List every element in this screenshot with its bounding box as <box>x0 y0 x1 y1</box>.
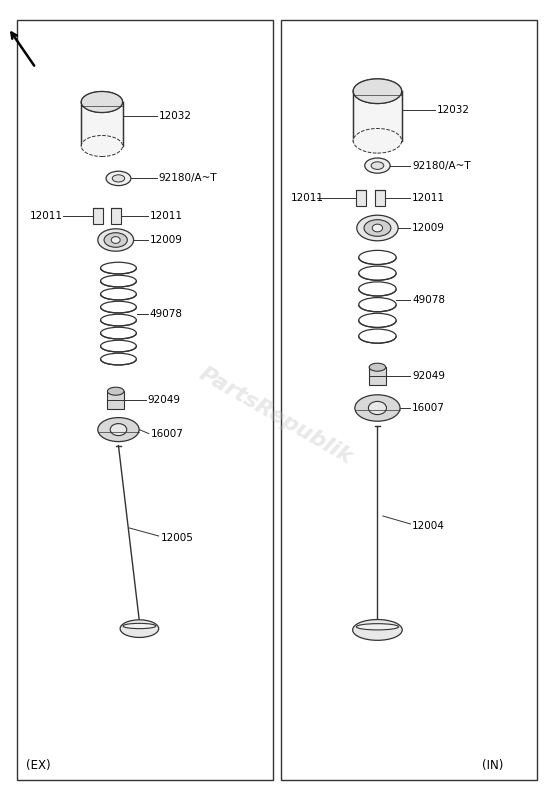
Text: 12011: 12011 <box>412 194 445 203</box>
Ellipse shape <box>106 171 131 186</box>
Ellipse shape <box>353 79 402 103</box>
Text: 92049: 92049 <box>412 371 445 381</box>
Ellipse shape <box>357 215 398 241</box>
Ellipse shape <box>111 237 120 243</box>
Ellipse shape <box>353 129 402 153</box>
FancyBboxPatch shape <box>107 391 124 409</box>
FancyBboxPatch shape <box>281 20 537 780</box>
FancyBboxPatch shape <box>93 208 103 224</box>
Text: (EX): (EX) <box>26 759 51 772</box>
Text: 12009: 12009 <box>149 235 182 245</box>
Text: 16007: 16007 <box>150 430 183 439</box>
Ellipse shape <box>110 424 127 435</box>
Text: 12011: 12011 <box>149 211 182 221</box>
Ellipse shape <box>369 402 386 414</box>
Text: 12011: 12011 <box>30 211 63 221</box>
Text: 92180/A~T: 92180/A~T <box>412 161 471 170</box>
Text: 12004: 12004 <box>412 521 445 530</box>
Text: 92180/A~T: 92180/A~T <box>159 174 217 183</box>
Ellipse shape <box>371 162 383 170</box>
Ellipse shape <box>123 623 156 629</box>
Text: 49078: 49078 <box>412 295 445 305</box>
Ellipse shape <box>353 79 402 103</box>
Ellipse shape <box>372 224 382 232</box>
Ellipse shape <box>369 363 386 371</box>
Text: 12011: 12011 <box>290 194 323 203</box>
FancyBboxPatch shape <box>375 190 385 206</box>
Ellipse shape <box>82 91 122 113</box>
Text: (IN): (IN) <box>482 759 504 772</box>
Text: 92049: 92049 <box>148 395 181 405</box>
Ellipse shape <box>107 387 124 395</box>
Ellipse shape <box>355 394 400 421</box>
Text: 49078: 49078 <box>149 309 182 318</box>
Text: 12032: 12032 <box>437 106 470 115</box>
FancyBboxPatch shape <box>356 190 366 206</box>
FancyBboxPatch shape <box>17 20 273 780</box>
Text: PartsRepublik: PartsRepublik <box>196 364 355 468</box>
FancyBboxPatch shape <box>82 102 122 146</box>
Ellipse shape <box>112 174 125 182</box>
FancyBboxPatch shape <box>111 208 121 224</box>
Text: 12009: 12009 <box>412 223 445 233</box>
Text: PartsRepublik: PartsRepublik <box>196 364 355 468</box>
Text: 12005: 12005 <box>160 533 193 542</box>
Ellipse shape <box>98 229 133 251</box>
Ellipse shape <box>356 624 398 630</box>
Ellipse shape <box>82 91 122 113</box>
Ellipse shape <box>365 158 390 174</box>
Ellipse shape <box>120 620 159 638</box>
Ellipse shape <box>364 220 391 236</box>
FancyBboxPatch shape <box>369 367 386 385</box>
Ellipse shape <box>98 418 139 442</box>
Text: 12032: 12032 <box>159 111 192 121</box>
FancyBboxPatch shape <box>353 91 402 141</box>
Ellipse shape <box>104 233 127 247</box>
Ellipse shape <box>82 135 122 157</box>
Text: 16007: 16007 <box>412 403 445 413</box>
Ellipse shape <box>353 619 402 640</box>
